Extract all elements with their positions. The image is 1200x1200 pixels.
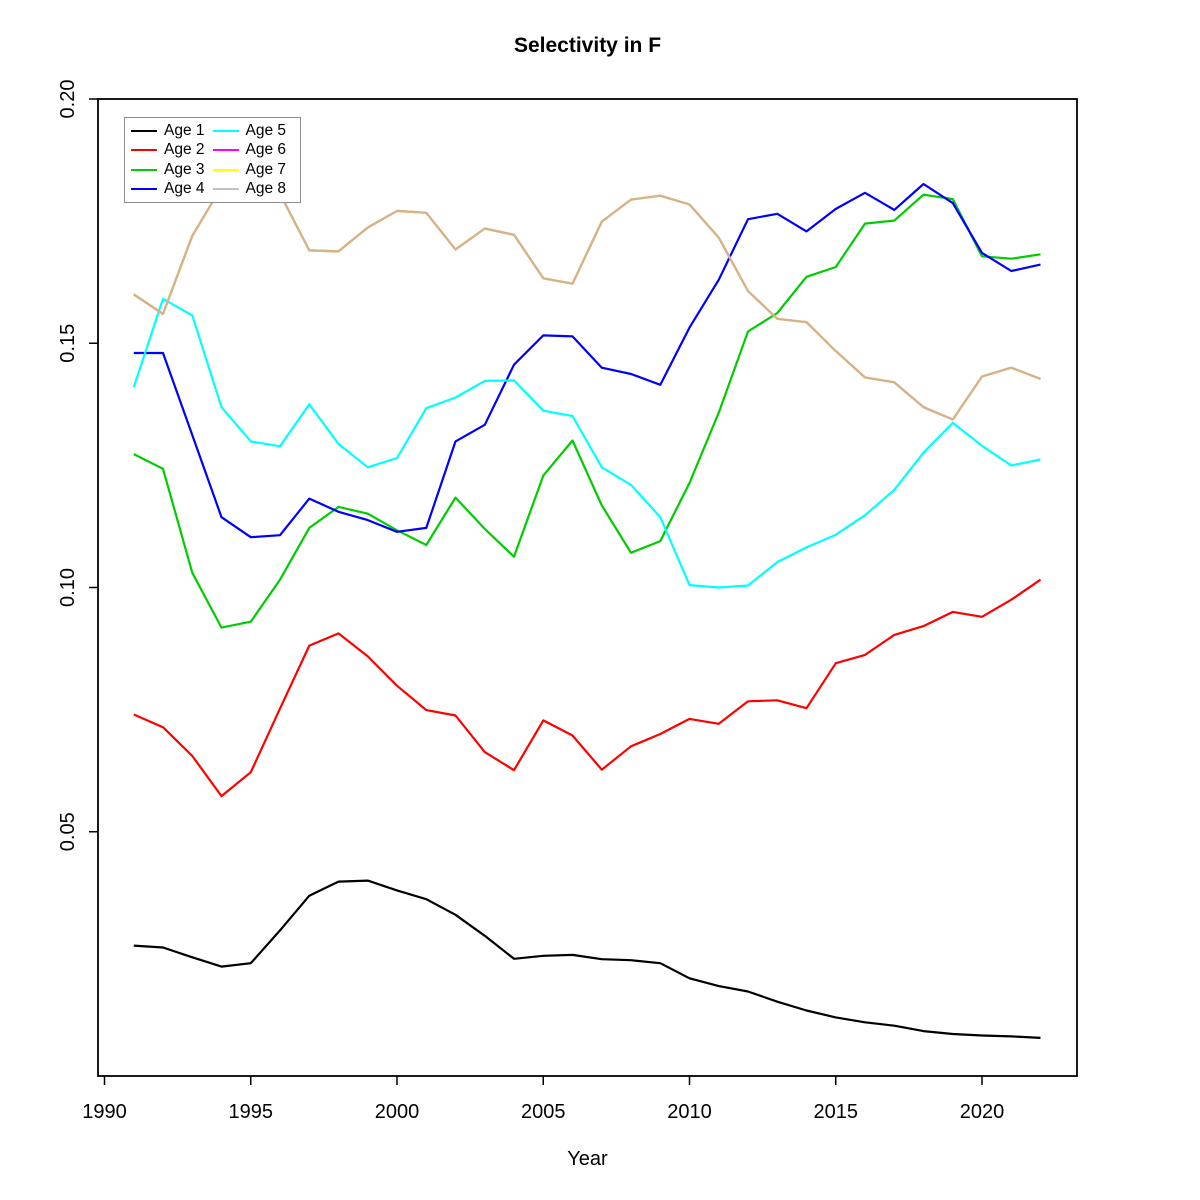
legend-label-age-3: Age 3 — [164, 160, 205, 178]
series-line-age-3 — [133, 193, 1041, 629]
plot-box — [97, 98, 1078, 1077]
legend-label-age-6: Age 6 — [245, 141, 287, 159]
y-axis-tick-label: 0.05 — [57, 812, 79, 851]
x-axis-tick-label: 2000 — [375, 1101, 420, 1123]
legend-swatch-age-6 — [212, 149, 239, 152]
series-line-age-6 — [133, 185, 1041, 421]
legend-label-age-2: Age 2 — [164, 141, 205, 159]
y-axis-tick-label: 0.15 — [57, 324, 79, 363]
legend-swatch-age-1 — [131, 129, 157, 132]
legend-swatch-age-8 — [212, 188, 239, 191]
series-line-age-8 — [133, 185, 1041, 421]
legend-swatch-age-2 — [131, 149, 157, 152]
series-line-age-1 — [133, 879, 1041, 1039]
legend-swatch-age-7 — [212, 168, 239, 171]
legend-swatch-age-4 — [131, 188, 157, 191]
legend-label-age-8: Age 8 — [245, 180, 287, 198]
chart-title: Selectivity in F — [513, 34, 662, 57]
legend-label-age-5: Age 5 — [245, 121, 287, 139]
legend-item-age-3: Age 3 — [131, 160, 213, 180]
legend-item-age-1: Age 1 — [131, 121, 213, 141]
legend-item-age-2: Age 2 — [131, 141, 213, 161]
x-axis-tick-label: 2020 — [960, 1101, 1005, 1123]
legend-item-age-4: Age 4 — [131, 180, 213, 200]
legend-label-age-7: Age 7 — [245, 160, 287, 178]
x-axis-tick-label: 1990 — [82, 1101, 127, 1123]
y-axis-tick-label: 0.10 — [57, 568, 79, 607]
x-axis-title: Year — [567, 1148, 608, 1170]
x-axis-tick-label: 2015 — [814, 1101, 859, 1123]
legend-item-age-6: Age 6 — [212, 141, 295, 161]
x-axis-tick-label: 2010 — [667, 1101, 712, 1123]
legend-item-age-8: Age 8 — [212, 180, 295, 200]
legend-item-age-7: Age 7 — [212, 160, 295, 180]
series-line-age-7 — [133, 185, 1041, 421]
series-line-age-2 — [133, 578, 1042, 798]
series-line-age-5 — [132, 297, 1041, 589]
legend-label-age-1: Age 1 — [164, 121, 205, 139]
x-axis-tick-label: 2005 — [521, 1101, 566, 1123]
legend-label-age-4: Age 4 — [164, 180, 205, 198]
y-axis-tick-label: 0.20 — [57, 80, 79, 119]
legend-box: Age 1 Age 2 Age 3 Age 4 Age 5 Age 6 Age 7 Age 8 — [124, 117, 301, 203]
series-line-age-4 — [133, 182, 1041, 539]
legend-item-age-5: Age 5 — [212, 121, 295, 141]
legend-swatch-age-3 — [131, 168, 157, 171]
x-axis-tick-label: 1995 — [229, 1101, 274, 1123]
legend-swatch-age-5 — [212, 129, 239, 132]
